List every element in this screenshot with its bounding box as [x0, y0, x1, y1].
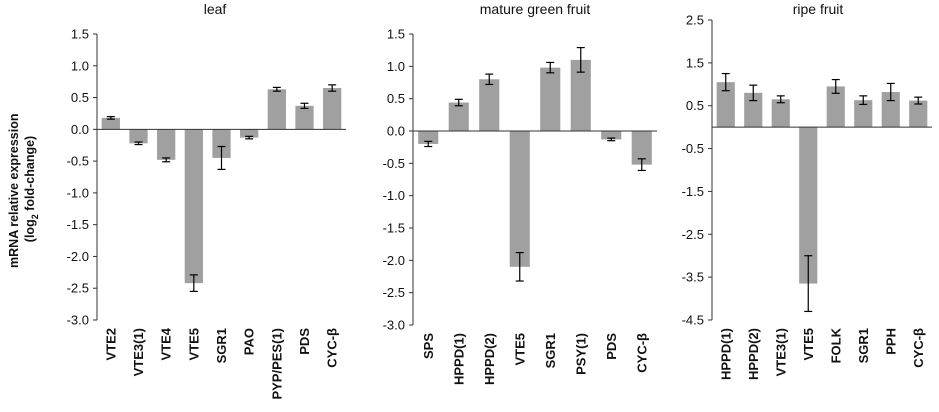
y-tick-label: -1.5: [67, 217, 89, 232]
y-tick-label: -1.5: [682, 184, 704, 199]
x-tick-label: PDS: [297, 328, 312, 355]
bar: [267, 89, 286, 130]
x-tick-label: VTE5: [801, 328, 816, 361]
chart-title: ripe fruit: [793, 1, 844, 17]
chart-panel-3: ripe fruit 2.5 1.5 0.5 -0.5 -1.5 -2.5 -3.5 -4.5 H…: [682, 1, 932, 380]
chart-title: leaf: [204, 1, 227, 17]
chart-panel-1: leaf 1.5 1.0 0.5 0.0 -0.5 -1.0 -1.5 -2.0 -2.5 -3.0…: [67, 1, 346, 400]
bar: [881, 92, 900, 128]
y-tick-label: -2.5: [682, 227, 704, 242]
x-tick-label: PSY(1): [573, 333, 588, 375]
x-tick-label: VTE5: [186, 328, 201, 361]
bar: [212, 129, 231, 158]
bar: [909, 100, 928, 128]
bar: [716, 82, 735, 128]
bar: [479, 79, 500, 131]
x-tick-label: HPPD(2): [482, 333, 497, 385]
bar: [744, 92, 763, 128]
x-tick-label: VTE2: [103, 328, 118, 361]
x-tick-label: VTE3(1): [773, 328, 788, 376]
bar: [854, 100, 873, 128]
y-tick-label: -3.0: [383, 318, 405, 333]
x-tick-label: PDS: [604, 333, 619, 360]
bar: [631, 131, 652, 165]
bar: [771, 99, 790, 128]
bar: [826, 86, 845, 128]
y-tick-label: 1.5: [686, 55, 704, 70]
y-tick-label: -2.5: [67, 281, 89, 296]
x-tick-label: PYP/PES(1): [269, 328, 284, 400]
x-tick-label: VTE3(1): [131, 328, 146, 376]
y-tick-label: -0.5: [383, 156, 405, 171]
x-tick-label: HPPD(2): [746, 328, 761, 380]
y-tick-label: -1.0: [383, 188, 405, 203]
x-tick-label: FOLK: [828, 327, 843, 363]
y-tick-label: 0.0: [71, 122, 89, 137]
y-tick-label: 1.0: [387, 59, 405, 74]
bar: [799, 127, 818, 284]
bar: [540, 67, 561, 131]
y-tick-label: 1.5: [387, 27, 405, 42]
bar: [101, 117, 120, 130]
x-tick-label: CYC-β: [325, 328, 340, 368]
x-tick-label: CYC-β: [911, 328, 926, 368]
y-tick-label: 0.5: [686, 98, 704, 113]
x-tick-label: CYC-β: [634, 333, 649, 373]
y-tick-label: 1.0: [71, 58, 89, 73]
y-tick-label: -3.5: [682, 270, 704, 285]
y-tick-label: 2.5: [686, 13, 704, 28]
y-tick-label: -1.5: [383, 221, 405, 236]
bar: [418, 131, 439, 144]
y-axis-label-line1: mRNA relative expression: [7, 114, 21, 268]
bar: [157, 129, 176, 160]
x-tick-label: HPPD(1): [451, 333, 466, 385]
x-tick-label: HPPD(1): [718, 328, 733, 380]
x-tick-label: PAO: [242, 328, 257, 355]
x-tick-label: SPS: [421, 333, 436, 359]
y-tick-label: 0.5: [387, 91, 405, 106]
x-tick-label: SGR1: [856, 328, 871, 363]
y-tick-label: 0.5: [71, 90, 89, 105]
y-tick-label: -2.0: [383, 253, 405, 268]
bar: [323, 88, 342, 130]
bar: [570, 59, 591, 131]
bar: [184, 129, 203, 284]
y-tick-label: 1.5: [71, 27, 89, 42]
y-tick-label: 0.0: [387, 124, 405, 139]
chart-panel-2: mature green fruit 1.5 1.0 0.5 0.0 -0.5 -1.0 -1…: [383, 1, 657, 385]
x-tick-label: SGR1: [214, 328, 229, 363]
bar: [601, 131, 622, 140]
x-tick-label: VTE4: [159, 327, 174, 360]
bar: [295, 105, 314, 130]
y-axis-label: mRNA relative expression (log2 fold-chan…: [7, 110, 40, 268]
chart-title: mature green fruit: [480, 1, 591, 17]
y-tick-label: -1.0: [67, 185, 89, 200]
y-tick-label: -2.0: [67, 249, 89, 264]
x-tick-label: VTE5: [512, 333, 527, 366]
y-tick-label: -2.5: [383, 285, 405, 300]
y-tick-label: -3.0: [67, 313, 89, 328]
y-axis-label-subscript: 2: [30, 214, 40, 219]
x-tick-label: PPH: [883, 328, 898, 355]
bar: [129, 129, 148, 144]
bar: [509, 131, 530, 267]
x-tick-label: SGR1: [543, 333, 558, 368]
bar: [448, 102, 469, 131]
y-tick-label: -4.5: [682, 313, 704, 328]
y-tick-label: -0.5: [682, 141, 704, 156]
y-axis-label-line2-suffix: fold-change): [23, 136, 37, 214]
y-tick-label: -0.5: [67, 154, 89, 169]
y-axis-label-line2-prefix: (log: [23, 219, 37, 242]
bar: [240, 129, 259, 138]
